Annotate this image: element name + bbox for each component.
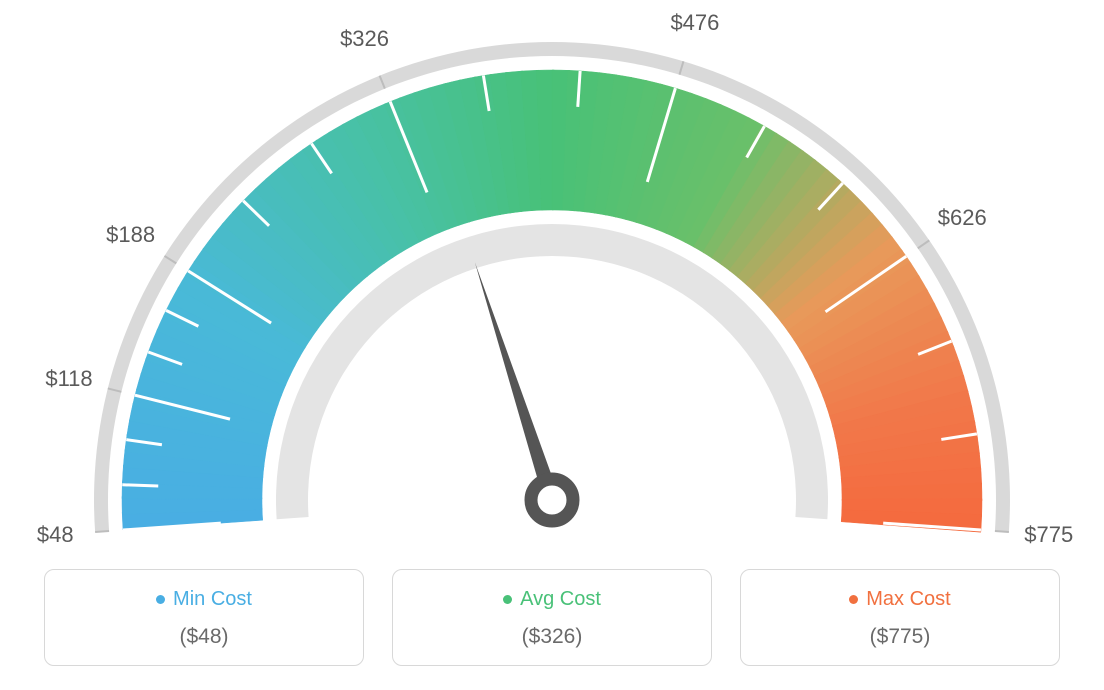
gauge-chart: $48 $118 $188 $326 $476 $626 $775	[0, 0, 1104, 560]
legend-card-avg: Avg Cost ($326)	[392, 569, 712, 666]
tick-label: $775	[1024, 522, 1073, 548]
legend-title-text: Avg Cost	[520, 588, 601, 611]
gauge-svg	[0, 0, 1104, 560]
legend-title-min: Min Cost	[156, 588, 252, 611]
dot-icon	[849, 595, 858, 604]
tick-label: $48	[37, 522, 74, 548]
dot-icon	[156, 595, 165, 604]
legend-card-max: Max Cost ($775)	[740, 569, 1060, 666]
tick-label: $118	[45, 366, 92, 392]
tick-label: $626	[938, 205, 987, 231]
tick-label: $326	[340, 26, 389, 52]
tick-label: $188	[106, 222, 155, 248]
legend-title-max: Max Cost	[849, 588, 950, 611]
legend-value-min: ($48)	[55, 625, 353, 649]
legend-value-max: ($775)	[751, 625, 1049, 649]
dot-icon	[503, 595, 512, 604]
legend-title-text: Max Cost	[866, 588, 950, 611]
legend-title-avg: Avg Cost	[503, 588, 601, 611]
legend-value-avg: ($326)	[403, 625, 701, 649]
legend-row: Min Cost ($48) Avg Cost ($326) Max Cost …	[0, 569, 1104, 666]
legend-card-min: Min Cost ($48)	[44, 569, 364, 666]
tick-label: $476	[670, 10, 719, 36]
legend-title-text: Min Cost	[173, 588, 252, 611]
